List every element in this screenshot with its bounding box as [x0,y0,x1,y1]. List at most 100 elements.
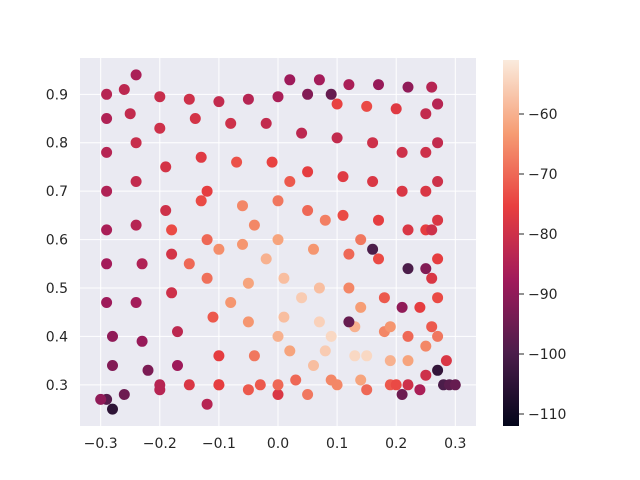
scatter-point [107,403,118,415]
colorbar [503,60,519,426]
scatter-point [101,88,113,100]
scatter-point [420,146,432,158]
scatter-point [296,127,308,139]
x-tick-label: −0.1 [202,436,236,452]
x-tick-label: −0.3 [84,436,118,452]
scatter-point [107,330,118,342]
y-tick-label: 0.9 [46,87,68,103]
scatter-point [284,345,296,357]
scatter-point [272,195,284,207]
scatter-point [355,234,367,246]
scatter-point [160,161,172,173]
colorbar-tick-label: −60 [528,107,558,123]
scatter-point [272,330,284,342]
colorbar-tick-label: −80 [528,227,558,243]
scatter-point [166,248,178,260]
scatter-point [367,176,379,187]
scatter-point [313,74,325,86]
colorbar-tick-label: −90 [528,287,558,303]
scatter-point [396,389,408,400]
scatter-point [207,311,219,323]
scatter-point [101,297,113,308]
x-tick-label: 0.0 [267,436,289,452]
scatter-point [402,263,414,275]
scatter-point [308,360,319,371]
scatter-point [302,166,314,178]
scatter-point [284,176,296,187]
scatter-point [432,137,444,149]
scatter-point [118,389,130,400]
x-tick-label: −0.2 [143,436,177,452]
scatter-point [426,224,438,236]
scatter-point [130,297,142,308]
scatter-point [272,234,284,246]
scatter-point [319,345,331,357]
scatter-point [355,301,367,313]
x-tick-label: 0.1 [326,436,348,452]
scatter-point [237,238,248,250]
x-tick-label: 0.2 [385,436,407,452]
scatter-point [414,384,426,396]
scatter-point [154,122,166,134]
scatter-point [367,243,379,255]
scatter-point [260,253,272,265]
scatter-point [213,96,225,108]
scatter-point [272,389,284,400]
scatter-point [432,253,444,265]
scatter-point [302,389,314,400]
scatter-point [325,88,337,100]
scatter-point [361,384,373,396]
y-tick-label: 0.7 [46,184,68,200]
scatter-point [325,330,337,342]
scatter-point [248,350,260,362]
scatter-point [355,374,367,386]
scatter-point [225,297,237,308]
scatter-point [201,272,213,284]
colorbar-tick-label: −70 [528,167,558,183]
scatter-point [242,277,254,289]
scatter-point [414,301,426,313]
scatter-point [402,224,414,236]
scatter-point [396,301,408,313]
scatter-point [302,88,314,100]
y-tick-label: 0.8 [46,136,68,152]
scatter-point [201,234,213,246]
y-tick-label: 0.6 [46,233,68,249]
scatter-point [420,263,432,275]
scatter-point [130,219,142,231]
scatter-point [432,98,444,110]
scatter-point [432,330,444,342]
scatter-point [225,117,237,129]
scatter-point [189,113,201,124]
scatter-point [367,137,379,149]
scatter-point [231,156,243,168]
scatter-point [124,108,136,120]
scatter-point [426,272,438,284]
scatter-point [432,364,444,376]
colorbar-ticks: −60 −70 −80 −90 −100 −110 [519,107,566,423]
scatter-point [201,398,213,410]
scatter-point [160,205,172,216]
scatter-point [136,335,148,347]
scatter-point [118,84,130,95]
scatter-point [337,209,349,221]
scatter-point [101,258,113,270]
y-tick-label: 0.3 [46,378,68,394]
scatter-point [390,379,402,391]
scatter-point [130,69,142,81]
scatter-point [172,360,183,371]
scatter-point [142,364,154,376]
scatter-point [172,326,183,338]
scatter-point [426,81,438,93]
scatter-point [384,321,396,333]
scatter-point [420,108,432,120]
scatter-point [420,369,432,381]
scatter-points [95,69,461,415]
scatter-point [361,350,373,362]
scatter-point [349,350,361,362]
scatter-point [420,340,432,352]
scatter-point [331,132,343,144]
scatter-point [432,214,444,226]
